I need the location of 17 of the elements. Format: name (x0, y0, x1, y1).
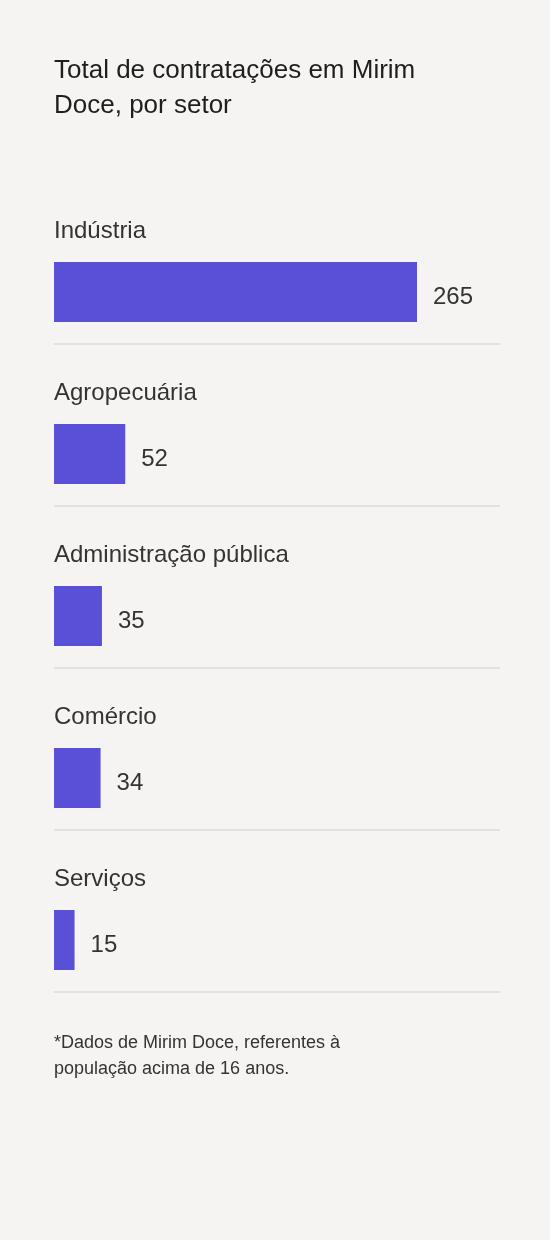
text: *Dados de Mirim Doce, referentes à população acima de 16 anos. (54, 1032, 342, 1078)
chart-title: Total de contratações em Mirim Doce, por setor (54, 54, 416, 119)
data-label: 35 (117, 606, 145, 633)
bar (54, 910, 75, 970)
bar (54, 748, 101, 808)
bar (54, 424, 126, 484)
data-label: 15 (90, 930, 118, 957)
data-label: 34 (116, 768, 144, 795)
bar (54, 262, 417, 322)
y-tick-label: Comércio (54, 702, 157, 729)
bar (54, 586, 102, 646)
y-tick-label: Serviços (54, 864, 147, 891)
data-label: 52 (141, 444, 168, 471)
data-label: 265 (433, 282, 474, 309)
y-tick-label: Agropecuária (54, 378, 198, 405)
y-tick-label: Administração pública (54, 540, 290, 567)
y-tick-label: Indústria (54, 216, 147, 243)
